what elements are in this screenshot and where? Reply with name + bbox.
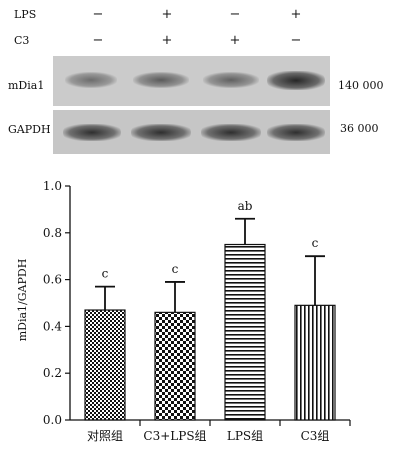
significance-label: c bbox=[102, 267, 109, 281]
y-tick-label: 0.8 bbox=[43, 226, 62, 240]
gapdh-band-1 bbox=[63, 124, 121, 141]
mdia1-blot bbox=[53, 56, 330, 106]
c3-sign-4: − bbox=[290, 33, 302, 48]
x-ticks: 对照组 C3+LPS组 LPS组 C3组 bbox=[87, 420, 351, 443]
gapdh-band-3 bbox=[201, 124, 261, 141]
bar bbox=[84, 309, 126, 421]
protein-label-gapdh: GAPDH bbox=[8, 123, 51, 136]
size-label-gapdh: 36 000 bbox=[340, 122, 379, 135]
mdia1-band-2 bbox=[133, 72, 189, 88]
y-tick-label: 0.2 bbox=[43, 366, 62, 380]
bar bbox=[294, 304, 336, 421]
x-tick-label: C3+LPS组 bbox=[143, 429, 206, 443]
lps-sign-4: + bbox=[290, 7, 302, 22]
significance-label: c bbox=[312, 236, 319, 250]
significance-label: ab bbox=[238, 199, 253, 213]
mdia1-band-3 bbox=[203, 72, 259, 88]
bar bbox=[224, 243, 266, 421]
row-label-c3: C3 bbox=[14, 34, 30, 47]
gapdh-band-4 bbox=[267, 124, 325, 141]
mdia1-band-4 bbox=[267, 71, 325, 90]
y-tick-label: 0.6 bbox=[43, 273, 62, 287]
c3-sign-3: + bbox=[229, 33, 241, 48]
c3-sign-1: − bbox=[92, 33, 104, 48]
mdia1-band-1 bbox=[65, 72, 117, 88]
gapdh-blot bbox=[53, 110, 330, 154]
significance-label: c bbox=[172, 262, 179, 276]
lps-sign-1: − bbox=[92, 7, 104, 22]
x-tick-label: C3组 bbox=[301, 429, 330, 443]
lps-sign-2: + bbox=[161, 7, 173, 22]
x-tick-label: 对照组 bbox=[87, 429, 123, 443]
protein-label-mdia1: mDia1 bbox=[8, 79, 45, 92]
bars: c c ab c bbox=[84, 199, 336, 421]
y-tick-label: 1.0 bbox=[43, 179, 62, 193]
y-tick-label: 0.4 bbox=[43, 319, 62, 333]
bar bbox=[154, 311, 196, 421]
y-ticks: 0.0 0.2 0.4 0.6 0.8 1.0 bbox=[43, 179, 70, 427]
x-tick-label: LPS组 bbox=[227, 429, 263, 443]
bar-chart: mDia1/GAPDH 0.0 0.2 0.4 0.6 0.8 1.0 对照组 C3+LPS… bbox=[16, 179, 351, 443]
row-label-lps: LPS bbox=[14, 8, 37, 21]
c3-sign-2: + bbox=[161, 33, 173, 48]
gapdh-band-2 bbox=[131, 124, 191, 141]
size-label-mdia1: 140 000 bbox=[338, 80, 384, 92]
y-axis-label: mDia1/GAPDH bbox=[16, 259, 29, 342]
y-tick-label: 0.0 bbox=[43, 413, 62, 427]
lps-sign-3: − bbox=[229, 7, 241, 22]
